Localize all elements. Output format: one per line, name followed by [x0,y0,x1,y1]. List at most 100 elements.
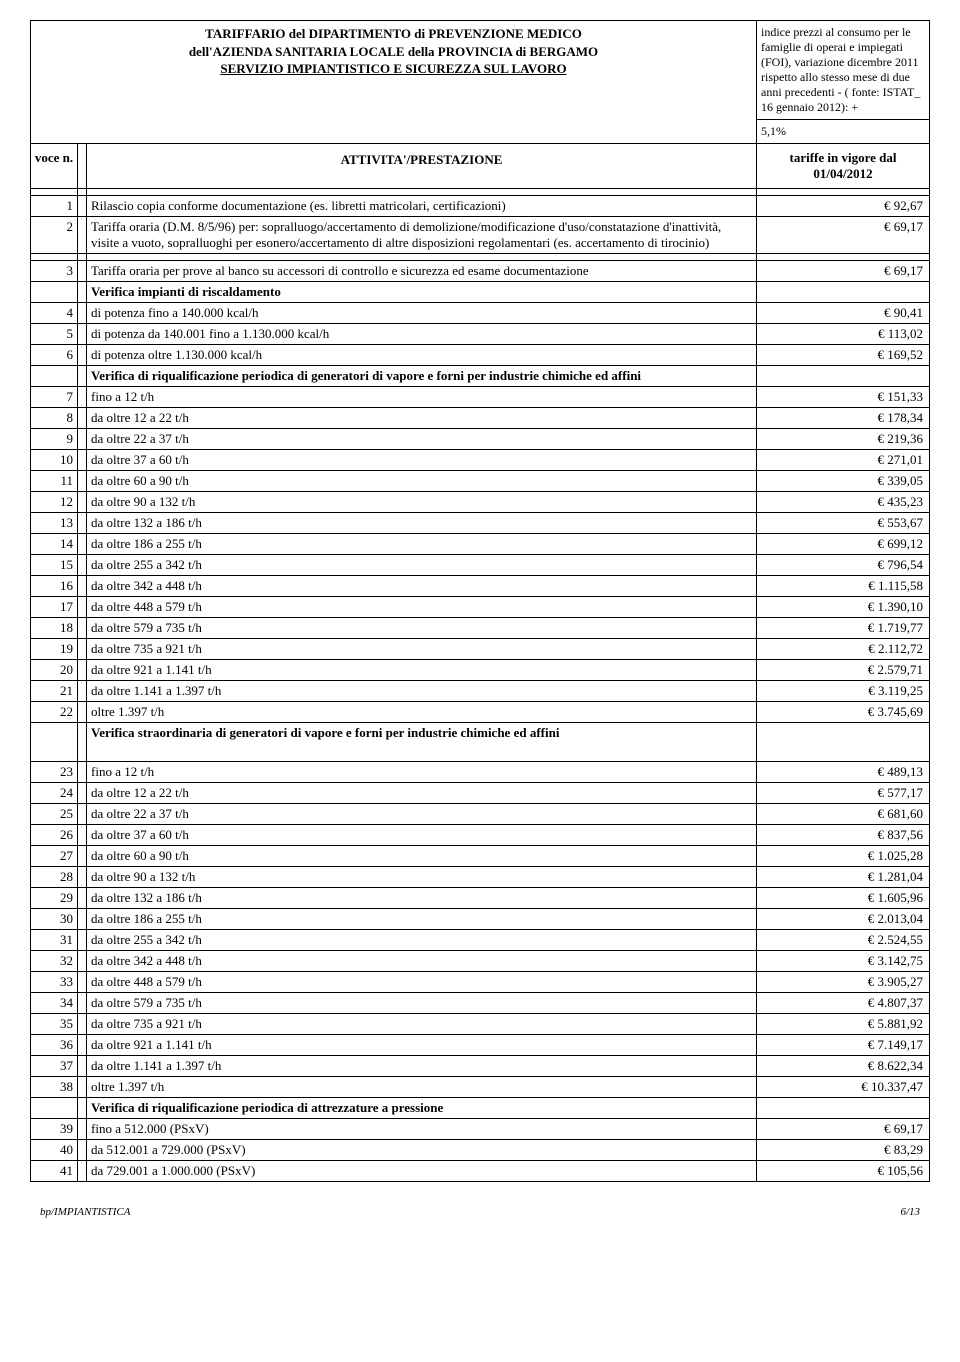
row-number: 20 [31,660,78,681]
row-number: 16 [31,576,78,597]
row-number: 13 [31,513,78,534]
row-description: da oltre 448 a 579 t/h [87,597,757,618]
row-description: da oltre 132 a 186 t/h [87,513,757,534]
spacer [78,1098,87,1119]
row-number: 12 [31,492,78,513]
table-row: 30 da oltre 186 a 255 t/h€ 2.013,04 [31,909,930,930]
row-description: da oltre 22 a 37 t/h [87,429,757,450]
row-description: da oltre 60 a 90 t/h [87,846,757,867]
spacer [78,702,87,723]
row-number: 10 [31,450,78,471]
row-price: € 837,56 [757,825,930,846]
row-price: € 90,41 [757,303,930,324]
row-price: € 796,54 [757,555,930,576]
row-number: 8 [31,408,78,429]
table-row: 17 da oltre 448 a 579 t/h€ 1.390,10 [31,597,930,618]
row-description: Verifica di riqualificazione periodica d… [87,1098,757,1119]
spacer [78,282,87,303]
spacer [78,408,87,429]
row-description: fino a 512.000 (PSxV) [87,1119,757,1140]
spacer [78,1161,87,1182]
row-price: € 69,17 [757,261,930,282]
row-price: € 2.013,04 [757,909,930,930]
spacer [78,804,87,825]
spacer [78,217,87,254]
row-number: 21 [31,681,78,702]
row-price: € 105,56 [757,1161,930,1182]
table-row: 13 da oltre 132 a 186 t/h€ 553,67 [31,513,930,534]
row-price: € 8.622,34 [757,1056,930,1077]
col-attivita: ATTIVITA'/PRESTAZIONE [87,144,757,189]
row-number: 25 [31,804,78,825]
spacer [78,1077,87,1098]
title-cell: TARIFFARIO del DIPARTIMENTO di PREVENZIO… [31,21,757,144]
row-price: € 83,29 [757,1140,930,1161]
row-number: 18 [31,618,78,639]
row-description: Tariffa oraria (D.M. 8/5/96) per: sopral… [87,217,757,254]
row-description: oltre 1.397 t/h [87,702,757,723]
spacer [78,951,87,972]
row-price [757,366,930,387]
row-description: da oltre 186 a 255 t/h [87,534,757,555]
row-price: € 178,34 [757,408,930,429]
table-row: 14 da oltre 186 a 255 t/h€ 699,12 [31,534,930,555]
row-number: 38 [31,1077,78,1098]
row-number: 2 [31,217,78,254]
row-price: € 271,01 [757,450,930,471]
row-number: 3 [31,261,78,282]
percent-cell: 5,1% [757,120,930,144]
table-row: 2Tariffa oraria (D.M. 8/5/96) per: sopra… [31,217,930,254]
row-number: 22 [31,702,78,723]
table-row: 18 da oltre 579 a 735 t/h€ 1.719,77 [31,618,930,639]
table-row: 25 da oltre 22 a 37 t/h€ 681,60 [31,804,930,825]
row-description: Verifica straordinaria di generatori di … [87,723,757,762]
spacer [78,660,87,681]
row-description: da oltre 921 a 1.141 t/h [87,660,757,681]
row-price: € 1.719,77 [757,618,930,639]
row-number: 17 [31,597,78,618]
row-description: da oltre 255 a 342 t/h [87,930,757,951]
row-number: 5 [31,324,78,345]
table-row: 3 Tariffa oraria per prove al banco su ac… [31,261,930,282]
spacer [78,909,87,930]
spacer [78,534,87,555]
footer-right: 6/13 [900,1206,920,1218]
table-row: 41 da 729.001 a 1.000.000 (PSxV)€ 105,56 [31,1161,930,1182]
spacer [78,639,87,660]
row-number: 31 [31,930,78,951]
table-row: 40 da 512.001 a 729.000 (PSxV)€ 83,29 [31,1140,930,1161]
table-row: Verifica impianti di riscaldamento [31,282,930,303]
row-price: € 69,17 [757,1119,930,1140]
row-number [31,282,78,303]
spacer [78,196,87,217]
row-number [31,366,78,387]
table-row: 23 fino a 12 t/h€ 489,13 [31,762,930,783]
spacer [78,825,87,846]
spacer [78,1056,87,1077]
row-number: 30 [31,909,78,930]
table-row: Verifica straordinaria di generatori di … [31,723,930,762]
row-number [31,1098,78,1119]
footer-left: bp/IMPIANTISTICA [40,1206,130,1218]
row-price: € 92,67 [757,196,930,217]
row-price: € 2.579,71 [757,660,930,681]
row-price: € 169,52 [757,345,930,366]
row-description: di potenza oltre 1.130.000 kcal/h [87,345,757,366]
row-description: Tariffa oraria per prove al banco su acc… [87,261,757,282]
row-price: € 1.390,10 [757,597,930,618]
col-voce: voce n. [31,144,78,189]
table-row: 22 oltre 1.397 t/h€ 3.745,69 [31,702,930,723]
table-row: 34 da oltre 579 a 735 t/h€ 4.807,37 [31,993,930,1014]
row-number: 4 [31,303,78,324]
col-tariffe: tariffe in vigore dal 01/04/2012 [757,144,930,189]
row-description: fino a 12 t/h [87,762,757,783]
table-row: 12 da oltre 90 a 132 t/h€ 435,23 [31,492,930,513]
row-number: 24 [31,783,78,804]
row-price: € 1.281,04 [757,867,930,888]
spacer [78,345,87,366]
row-price: € 10.337,47 [757,1077,930,1098]
title-line3: SERVIZIO IMPIANTISTICO E SICUREZZA SUL L… [35,60,752,78]
row-description: da oltre 579 a 735 t/h [87,993,757,1014]
row-description: da oltre 90 a 132 t/h [87,867,757,888]
spacer [78,783,87,804]
